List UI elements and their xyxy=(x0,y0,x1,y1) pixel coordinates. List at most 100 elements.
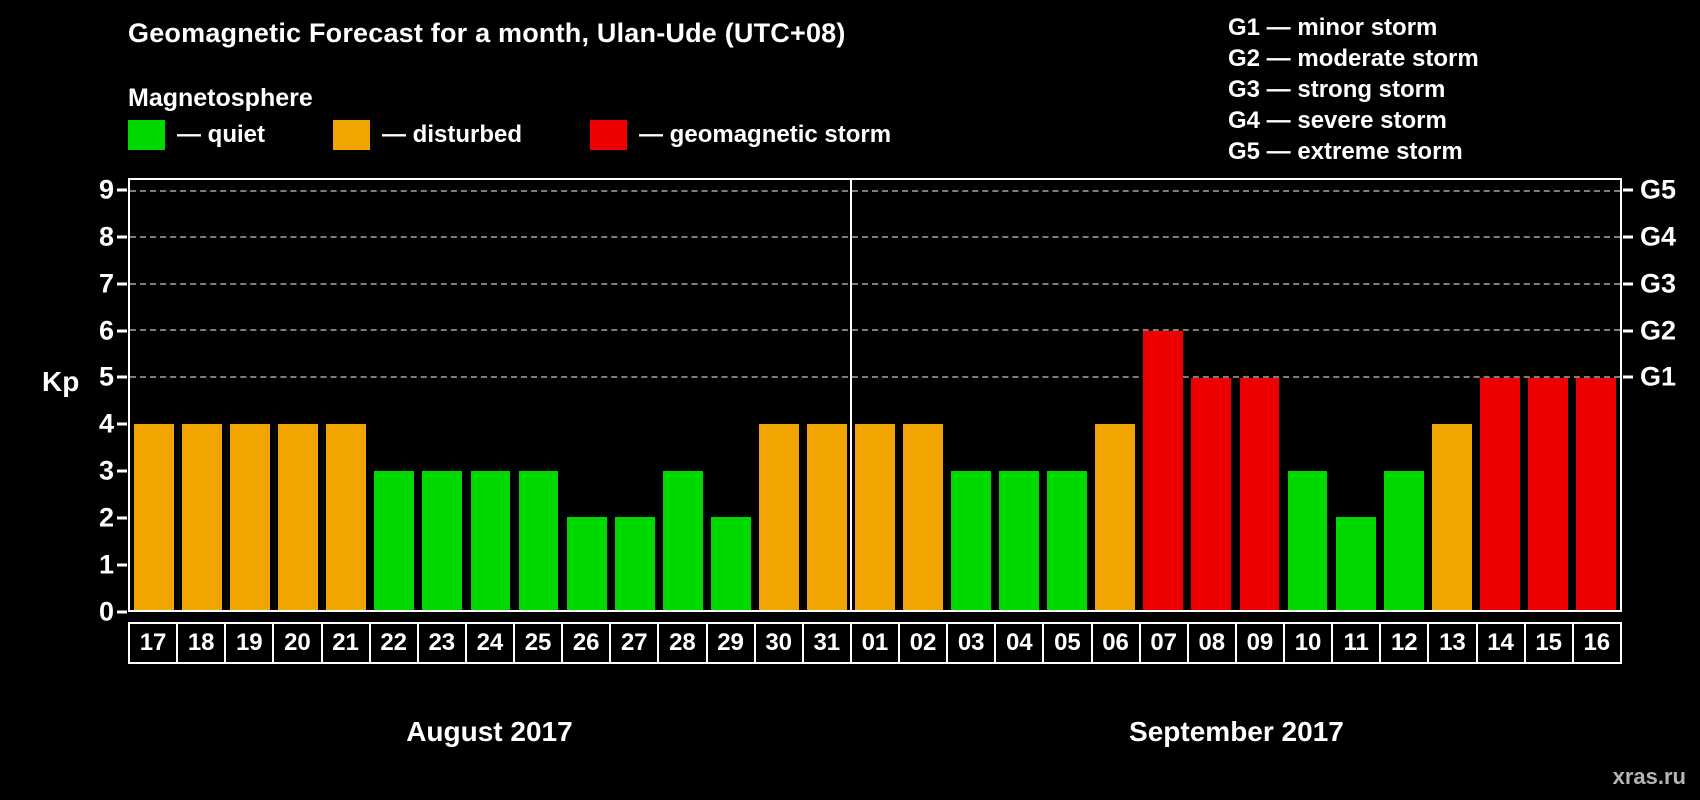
day-label: 28 xyxy=(657,622,708,664)
g-label: G3 xyxy=(1640,268,1677,299)
kp-bar xyxy=(1191,377,1232,610)
kp-bar xyxy=(662,470,703,610)
g-tick xyxy=(1623,329,1633,332)
kp-bar xyxy=(999,470,1040,610)
storm-scale-item: G3 — strong storm xyxy=(1228,76,1446,103)
y-tick xyxy=(117,329,127,332)
kp-bar xyxy=(422,470,463,610)
gridline xyxy=(130,329,1620,332)
kp-bar xyxy=(1479,377,1520,610)
day-label: 10 xyxy=(1283,622,1334,664)
y-tick xyxy=(117,563,127,567)
storm-scale-item: G4 — severe storm xyxy=(1228,107,1447,134)
y-tick-label: 7 xyxy=(98,268,114,299)
kp-bar xyxy=(1143,331,1184,610)
disturbed-swatch xyxy=(333,120,370,150)
y-tick-label: 8 xyxy=(98,221,114,252)
bar-slot xyxy=(755,180,803,610)
legend-item-quiet: — quiet xyxy=(128,120,265,150)
day-label: 16 xyxy=(1571,622,1622,664)
month-label: August 2017 xyxy=(406,716,573,747)
kp-bar xyxy=(758,424,799,610)
bar-slot xyxy=(899,180,947,610)
bar-slot xyxy=(370,180,418,610)
day-label: 11 xyxy=(1331,622,1382,664)
bar-slot xyxy=(1572,180,1620,610)
y-tick xyxy=(117,422,127,426)
g-label: G4 xyxy=(1640,221,1677,252)
g-tick xyxy=(1623,188,1633,192)
bar-slot xyxy=(274,180,322,610)
bar-slot xyxy=(178,180,226,610)
kp-bar xyxy=(230,424,271,610)
y-tick xyxy=(117,235,127,239)
y-tick xyxy=(117,610,127,614)
bar-slot xyxy=(226,180,274,610)
g-scale-labels: G1 G2 G3 G4 G5 xyxy=(1640,174,1698,612)
kp-bar xyxy=(1431,424,1472,610)
kp-bar xyxy=(614,517,655,610)
legend-label: — disturbed xyxy=(382,121,523,148)
kp-bar xyxy=(710,517,751,610)
month-label: September 2017 xyxy=(1129,716,1344,747)
storm-scale-item: G5 — extreme storm xyxy=(1228,138,1463,165)
gridline xyxy=(130,375,1620,378)
bar-slot xyxy=(1091,180,1139,610)
bar-slot xyxy=(851,180,899,610)
quiet-swatch xyxy=(128,120,165,150)
day-label: 30 xyxy=(753,622,804,664)
gridline xyxy=(130,236,1620,239)
legend-item-storm: — geomagnetic storm xyxy=(590,120,891,150)
day-label: 21 xyxy=(320,622,371,664)
magnetosphere-legend: — quiet — disturbed — geomagnetic storm xyxy=(128,120,891,150)
legend-label: — geomagnetic storm xyxy=(639,121,892,148)
y-tick-label: 1 xyxy=(98,549,114,580)
kp-bar xyxy=(1575,377,1616,610)
watermark: xras.ru xyxy=(1612,764,1686,789)
day-label: 31 xyxy=(801,622,852,664)
g-label: G5 xyxy=(1640,174,1677,205)
g-tick xyxy=(1623,235,1633,239)
kp-bar xyxy=(903,424,943,610)
bar-slot xyxy=(1332,180,1380,610)
bars-row xyxy=(130,180,1620,610)
right-ticks xyxy=(1623,178,1635,612)
bar-slot xyxy=(1284,180,1332,610)
kp-bar xyxy=(1095,424,1136,610)
y-tick-label: 2 xyxy=(98,502,114,533)
g-label: G1 xyxy=(1640,361,1677,392)
kp-bar xyxy=(855,424,895,610)
bar-slot xyxy=(803,180,851,610)
y-axis-title: Kp xyxy=(42,366,80,397)
left-ticks xyxy=(115,178,127,614)
kp-bar xyxy=(1335,517,1376,610)
kp-bar xyxy=(134,424,174,610)
day-label: 08 xyxy=(1186,622,1237,664)
bar-slot xyxy=(947,180,995,610)
g-label: G2 xyxy=(1640,315,1677,345)
day-label: 15 xyxy=(1523,622,1574,664)
day-label: 23 xyxy=(416,622,467,664)
bar-slot xyxy=(1139,180,1187,610)
day-label: 22 xyxy=(368,622,419,664)
kp-bar xyxy=(951,470,992,610)
day-label: 05 xyxy=(1042,622,1093,664)
storm-swatch xyxy=(590,120,628,150)
kp-bar xyxy=(278,424,319,610)
bar-slot xyxy=(659,180,707,610)
kp-bar xyxy=(1527,377,1568,610)
bar-slot xyxy=(1187,180,1235,610)
day-label: 20 xyxy=(272,622,323,664)
y-tick xyxy=(117,282,127,286)
bar-slot xyxy=(515,180,563,610)
y-tick xyxy=(117,469,127,473)
y-tick xyxy=(117,375,127,379)
g-tick xyxy=(1623,375,1633,379)
gridline xyxy=(130,189,1620,192)
bar-slot xyxy=(611,180,659,610)
day-label: 01 xyxy=(849,622,900,664)
day-label: 13 xyxy=(1427,622,1478,664)
bar-slot xyxy=(130,180,178,610)
y-tick-label: 0 xyxy=(98,596,114,627)
